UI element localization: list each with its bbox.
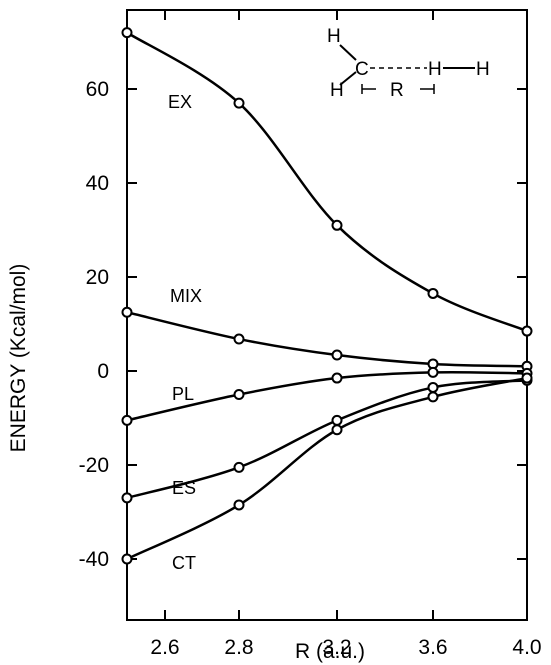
series-line-mix bbox=[126, 311, 528, 368]
data-point-ex bbox=[121, 27, 133, 39]
data-point-ct bbox=[331, 424, 343, 436]
series-label-pl: PL bbox=[172, 384, 194, 404]
series-label-es: ES bbox=[172, 478, 196, 498]
data-point-ct bbox=[233, 499, 245, 511]
x-axis-title: R (a.u.) bbox=[295, 640, 365, 663]
y-tick-label: -20 bbox=[79, 454, 109, 477]
molecule-inset: H C H H H R bbox=[327, 26, 490, 101]
data-point-ex bbox=[521, 325, 533, 337]
y-tick-label: 0 bbox=[97, 360, 109, 383]
x-tick-label: 4.0 bbox=[512, 636, 541, 659]
data-point-ex bbox=[233, 97, 245, 109]
series-points bbox=[121, 27, 533, 565]
series-label-ct: CT bbox=[172, 553, 196, 573]
data-point-ct bbox=[121, 553, 133, 565]
data-point-mix bbox=[331, 349, 343, 361]
data-point-pl bbox=[121, 414, 133, 426]
x-tick-label: 3.6 bbox=[418, 636, 447, 659]
series-label-ex: EX bbox=[168, 92, 192, 112]
y-tick-label: 60 bbox=[86, 78, 109, 101]
data-point-mix bbox=[121, 306, 133, 318]
inset-distance-label: R bbox=[390, 80, 404, 101]
inset-bond-upper bbox=[339, 44, 357, 61]
data-point-es bbox=[233, 461, 245, 473]
x-axis: 2.6 2.8 3.2 3.6 4.0 bbox=[150, 10, 542, 659]
inset-bond-lower bbox=[339, 71, 357, 86]
inset-atom-h-mid: H bbox=[428, 59, 442, 80]
data-point-ex bbox=[427, 287, 439, 299]
data-point-ex bbox=[331, 219, 343, 231]
data-point-ct bbox=[427, 391, 439, 403]
y-tick-label: -40 bbox=[79, 548, 109, 571]
y-axis: -40 -20 0 20 40 60 bbox=[79, 78, 527, 571]
data-point-es bbox=[331, 414, 343, 426]
data-point-es bbox=[427, 381, 439, 393]
y-axis-title: ENERGY (Kcal/mol) bbox=[7, 264, 30, 453]
data-point-mix bbox=[233, 333, 245, 345]
data-point-ct bbox=[521, 372, 533, 384]
x-tick-label: 3.2 bbox=[322, 636, 351, 659]
series-labels: EX MIX PL ES CT bbox=[168, 92, 202, 573]
y-tick-label: 40 bbox=[86, 172, 109, 195]
data-point-pl bbox=[427, 366, 439, 378]
series-label-mix: MIX bbox=[170, 286, 202, 306]
data-point-pl bbox=[233, 389, 245, 400]
data-point-pl bbox=[331, 372, 343, 384]
x-tick-label: 2.8 bbox=[224, 636, 253, 659]
x-tick-label: 2.6 bbox=[150, 636, 179, 659]
inset-atom-h-top: H bbox=[327, 26, 341, 47]
y-tick-label: 20 bbox=[86, 266, 109, 289]
inset-atom-c: C bbox=[355, 59, 369, 80]
data-point-es bbox=[121, 492, 133, 504]
inset-atom-h-end: H bbox=[476, 59, 490, 80]
